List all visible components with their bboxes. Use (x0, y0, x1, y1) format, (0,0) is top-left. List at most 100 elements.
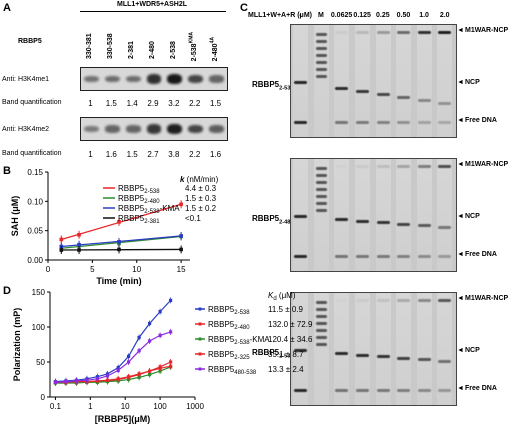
gel-lane (354, 159, 370, 271)
gel-lane (416, 293, 432, 405)
gel-lane (334, 25, 350, 137)
ncp-band (335, 352, 349, 355)
y-axis-label: Polarization (mP) (12, 308, 22, 382)
ncp-band (438, 225, 452, 229)
ncp-band (355, 353, 369, 357)
x-axis-label: Time (min) (96, 276, 141, 286)
data-point (137, 375, 141, 379)
data-point (117, 247, 121, 252)
blot-band (84, 125, 99, 133)
quant-value: 1.6 (210, 150, 222, 159)
data-point (147, 369, 152, 373)
free-dna-band (438, 389, 452, 392)
fit-curve (55, 366, 171, 384)
free-dna-band (376, 255, 390, 258)
marker-band (315, 188, 327, 191)
legend-sub: 2-480 (234, 325, 250, 331)
lane-label: 330-381 (86, 33, 93, 59)
complex-bracket (80, 11, 226, 12)
quant-value: 2.7 (147, 150, 159, 159)
legend-sub: 2-325 (234, 355, 250, 361)
y-tick-label: 0 (41, 393, 46, 402)
free-dna-band (438, 255, 452, 258)
blot-band (104, 125, 120, 133)
marker-band (315, 33, 327, 36)
gel-lane-label: 0.125 (353, 12, 371, 19)
gel-row-label: RBBP52-538 (252, 80, 293, 92)
legend-base: RBBP5 (118, 204, 145, 213)
complex-band (397, 299, 411, 302)
data-point (95, 377, 100, 381)
blot-band (84, 75, 99, 83)
ncp-band (376, 355, 390, 358)
gel-lane (354, 293, 370, 405)
gel-lane (334, 159, 350, 271)
data-point (169, 360, 173, 364)
sah-time-chart: 0.00 0.05 0.10 0.15 0 5 10 15 Time (min) SAH (μM)… (10, 168, 219, 286)
legend-sub: 2-538 (144, 189, 160, 195)
free-dna-band (438, 121, 452, 124)
gel-image (290, 24, 457, 138)
marker-band (315, 301, 327, 304)
gel-arrow: ◄ (457, 295, 464, 302)
legend-label: RBBP52-480 (118, 194, 160, 205)
legend-sub: 480-538 (234, 370, 257, 376)
series (53, 297, 173, 385)
marker-band (315, 209, 327, 212)
complex-band (355, 31, 369, 34)
x-tick-label: 1000 (186, 402, 204, 411)
free-dna-band (335, 389, 349, 392)
quant-value: 1 (88, 99, 93, 108)
gel-lane (437, 25, 453, 137)
gel-band-label: M1WAR-NCP (465, 161, 509, 168)
ncp-band (355, 90, 369, 93)
complex-band (376, 31, 390, 34)
label-sub: 2-480 (279, 219, 294, 226)
free-dna-band (417, 389, 431, 392)
kd-unit: (μM) (277, 291, 296, 300)
free-dna-band (355, 121, 369, 124)
fit-curve (55, 365, 171, 383)
rbbp5-row-label: RBBP5 (18, 38, 42, 45)
marker-band (315, 343, 327, 346)
gel-image (290, 292, 457, 406)
polarization-chart: 0 50 100 150 0.1 1 10 100 1000 [RBBP5](μM) Polariz… (12, 288, 313, 424)
marker-band (315, 75, 327, 78)
lane-label-main: 2-538 (190, 43, 198, 62)
data-point (147, 339, 152, 343)
gel-lane-label: 2.0 (439, 12, 450, 19)
legend-kd-value: 13.3 ± 2.4 (268, 365, 304, 374)
data-point (147, 373, 152, 377)
gel-lane (334, 293, 350, 405)
blot-band (188, 124, 204, 134)
lane-label-main: 2-538 (169, 41, 177, 59)
free-dna-band (294, 389, 307, 392)
gel-lane-label: 1.0 (419, 12, 429, 19)
x-tick-label: 0 (46, 265, 51, 274)
blot1-label: Anti: H3K4me1 (2, 76, 50, 83)
gel-lane (437, 293, 453, 405)
gel-arrow: ◄ (457, 385, 464, 392)
data-point (74, 379, 79, 383)
free-dna-band (397, 255, 411, 258)
x-tick-label: 1 (88, 402, 93, 411)
legend-suffix: -KMA (160, 204, 181, 213)
gel-lane (313, 25, 329, 137)
x-tick-label: 100 (153, 402, 167, 411)
data-point (179, 247, 183, 252)
data-point (169, 298, 173, 302)
data-point (169, 364, 173, 368)
lane-label: 2-4804A (209, 37, 218, 61)
legend-kd-value: 132.0 ± 72.9 (268, 320, 313, 329)
complex-band (397, 165, 411, 168)
gel-band-label: Free DNA (465, 251, 497, 258)
gel-arrow: ◄ (457, 251, 464, 258)
free-dna-band (294, 121, 307, 124)
data-point (53, 380, 58, 384)
legend-sub: 2-480 (144, 199, 160, 205)
free-dna-band (397, 121, 411, 124)
gel-lane (437, 159, 453, 271)
complex-band (335, 31, 349, 34)
legend-sub: 2-538 (144, 209, 160, 215)
lane-label: 2-538KMA (188, 32, 197, 61)
